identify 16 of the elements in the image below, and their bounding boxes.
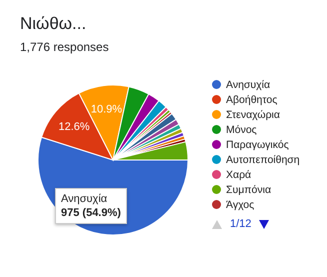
legend-label: Χαρά — [226, 168, 252, 180]
legend-label: Παραγωγικός — [226, 138, 289, 150]
data-label: 12.6% — [58, 121, 90, 133]
legend-label: Ανησυχία — [226, 78, 270, 90]
chart-subtitle: 1,776 responses — [20, 40, 109, 54]
data-label: 10.9% — [90, 103, 122, 116]
legend-label: Μόνος — [226, 124, 257, 136]
chart-title: Νιώθω... — [20, 14, 86, 34]
legend-label: Αυτοπεποίθηση — [226, 154, 300, 166]
legend-label: Άγχος — [226, 198, 254, 210]
legend-label: Συμπόνια — [226, 184, 272, 196]
legend-label: Αβοήθητος — [226, 94, 278, 106]
legend-label: Στεναχώρια — [226, 108, 280, 120]
text: 1/12 — [230, 218, 252, 230]
text: Ανησυχία — [61, 192, 108, 206]
text: 975 (54.9%) — [61, 206, 121, 220]
